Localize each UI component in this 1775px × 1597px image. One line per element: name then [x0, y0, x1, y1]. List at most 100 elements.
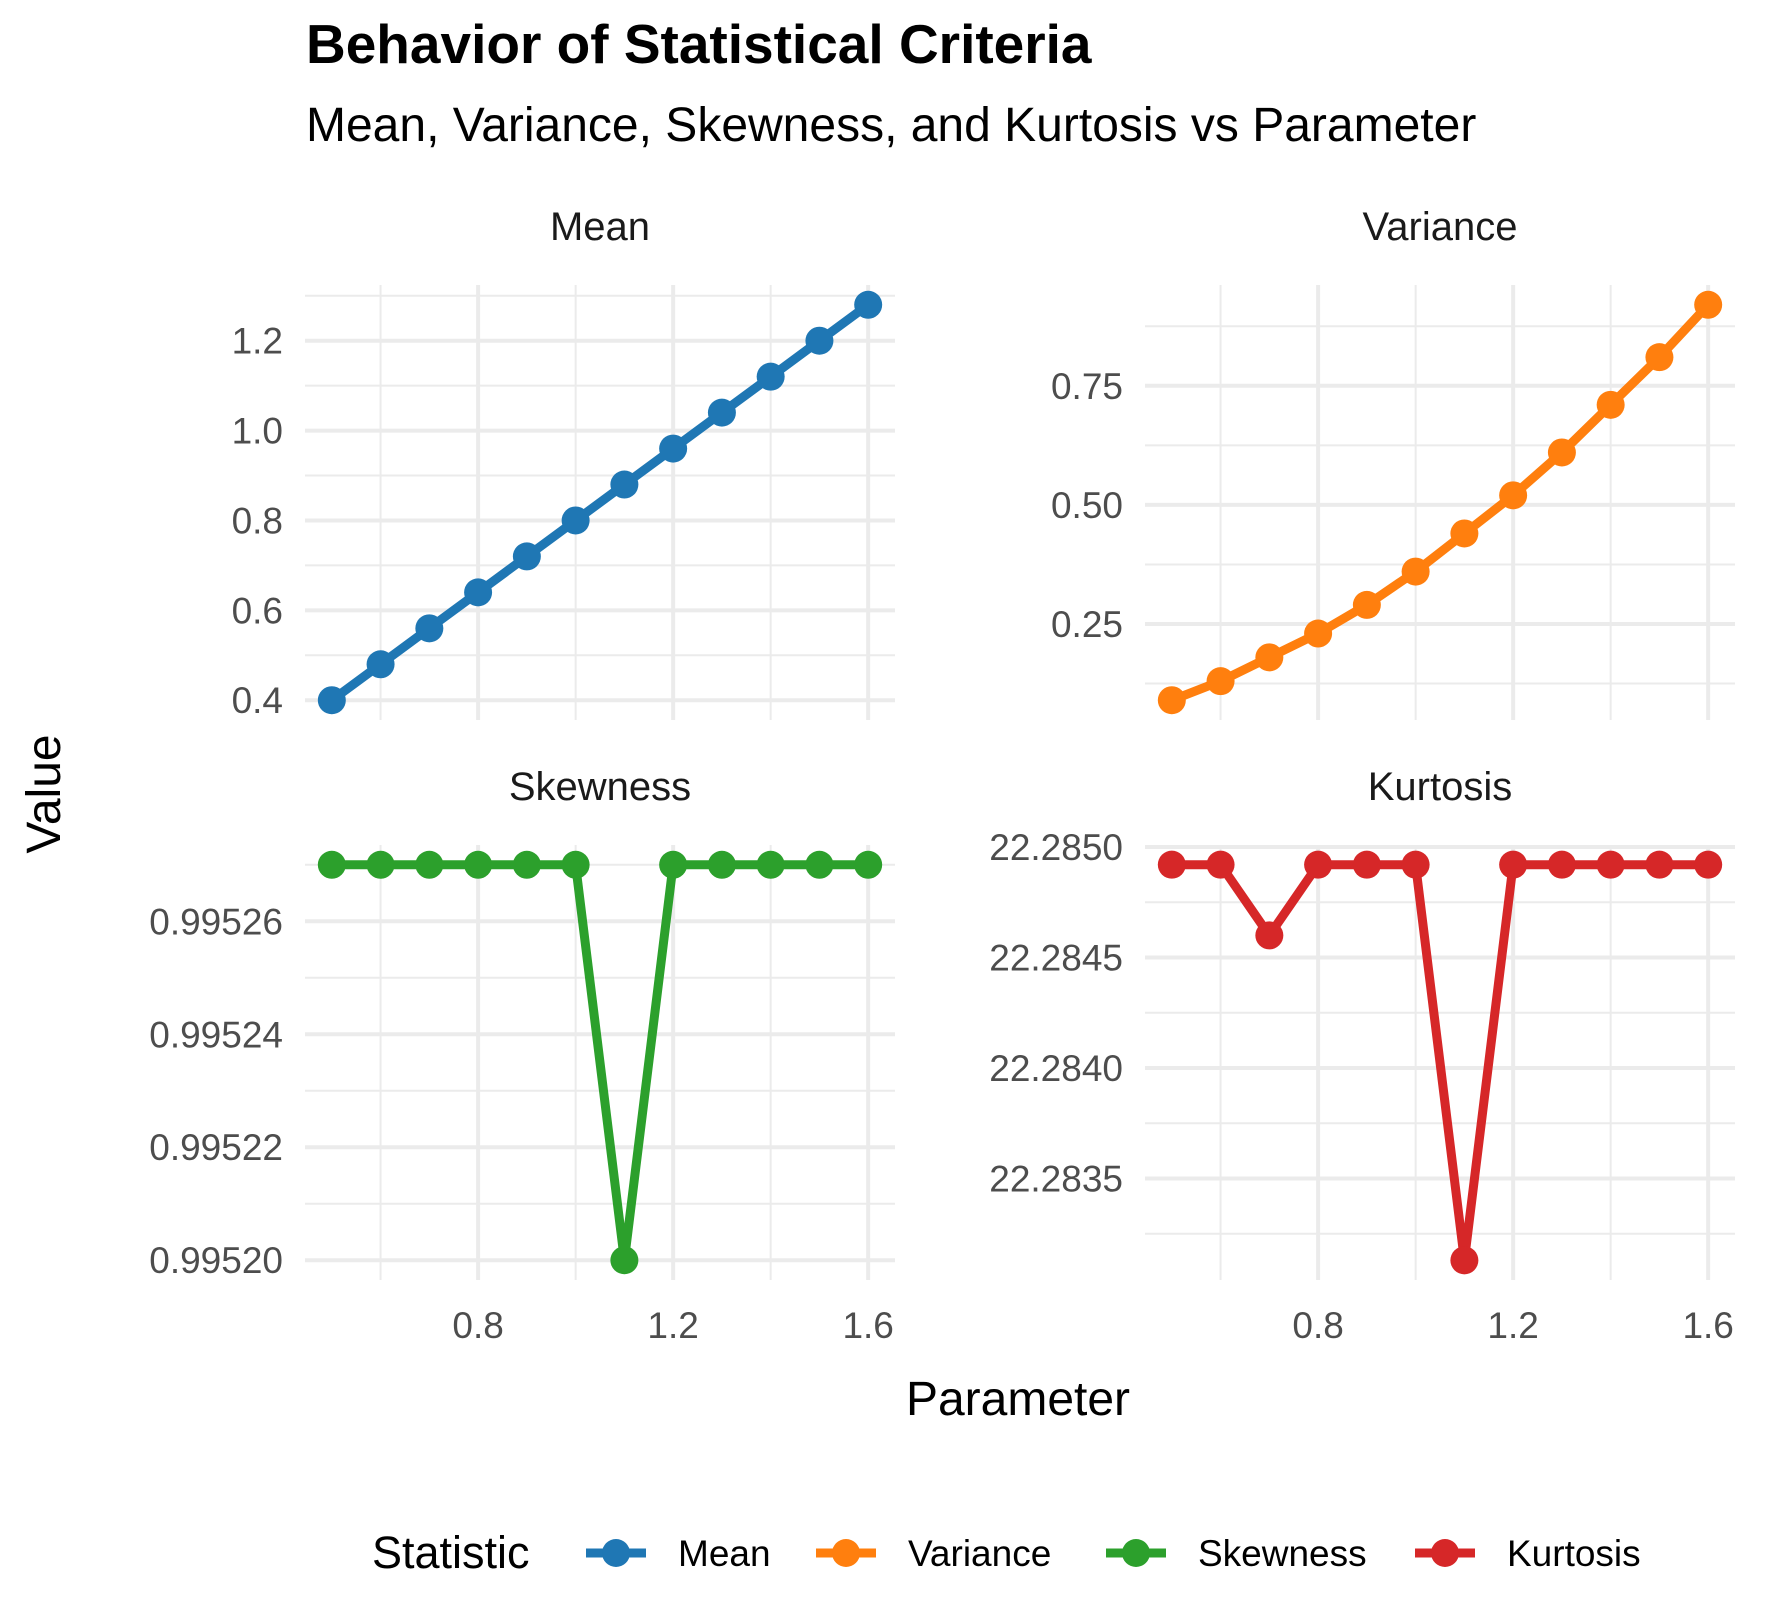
- series-line-kurtosis: [1171, 860, 1709, 1265]
- panel-title-skewness: Skewness: [509, 765, 691, 809]
- y-tick-label: 22.2840: [989, 1048, 1123, 1089]
- x-tick-label: 1.6: [1682, 1305, 1733, 1346]
- y-tick-label: 0.99520: [149, 1240, 283, 1281]
- x-tick-label: 0.8: [452, 1305, 503, 1346]
- data-point-variance: [1157, 686, 1186, 715]
- y-axis-title: Value: [18, 734, 71, 853]
- data-point-kurtosis: [1401, 850, 1430, 879]
- y-tick-label: 0.99522: [149, 1127, 283, 1168]
- data-point-kurtosis: [1206, 850, 1235, 879]
- data-point-mean: [512, 542, 541, 571]
- data-point-variance: [1352, 590, 1381, 619]
- series-line-mean: [329, 301, 871, 704]
- panel-title-kurtosis: Kurtosis: [1368, 765, 1513, 809]
- data-point-variance: [1645, 343, 1674, 372]
- x-tick-label: 1.6: [842, 1305, 893, 1346]
- data-point-kurtosis: [1304, 850, 1333, 879]
- series-line-variance: [1170, 301, 1712, 705]
- data-point-kurtosis: [1547, 850, 1576, 879]
- panel-skewness: Skewness 0.99520 0.99522 0.99524 0.99526 0.8 1…: [149, 765, 895, 1346]
- x-axis-title: Parameter: [906, 1373, 1130, 1426]
- data-point-variance: [1255, 643, 1284, 672]
- data-point-variance: [1499, 481, 1528, 510]
- panel-mean: Mean 0.4 0.6 0.8 1.0 1.2: [232, 205, 895, 721]
- legend-key-point: [602, 1539, 630, 1567]
- data-point-kurtosis: [1352, 850, 1381, 879]
- data-point-kurtosis: [1645, 850, 1674, 879]
- legend-label: Skewness: [1198, 1533, 1367, 1574]
- data-point-skewness: [366, 850, 395, 879]
- x-tick-label: 1.2: [1487, 1305, 1538, 1346]
- data-point-skewness: [805, 850, 834, 879]
- chart-subtitle: Mean, Variance, Skewness, and Kurtosis v…: [306, 99, 1477, 152]
- data-point-kurtosis: [1499, 850, 1528, 879]
- data-point-mean: [756, 362, 785, 391]
- chart-title: Behavior of Statistical Criteria: [306, 13, 1092, 75]
- data-point-mean: [317, 686, 346, 715]
- y-tick-label: 0.75: [1051, 366, 1123, 407]
- x-tick-label: 0.8: [1292, 1305, 1343, 1346]
- legend-item-kurtosis: Kurtosis: [1415, 1533, 1641, 1574]
- data-point-skewness: [756, 850, 785, 879]
- legend: Statistic Mean Variance Skewness Kurtosis: [372, 1527, 1641, 1578]
- data-point-variance: [1694, 290, 1723, 319]
- data-point-mean: [366, 650, 395, 679]
- legend-label: Mean: [678, 1533, 771, 1574]
- data-point-variance: [1596, 390, 1625, 419]
- legend-item-variance: Variance: [816, 1533, 1051, 1574]
- y-tick-label: 0.99524: [149, 1014, 283, 1055]
- data-point-mean: [464, 578, 493, 607]
- series-line-skewness: [331, 860, 869, 1265]
- data-point-skewness: [610, 1246, 639, 1275]
- data-point-skewness: [512, 850, 541, 879]
- data-point-mean: [707, 398, 736, 427]
- y-tick-label: 22.2835: [989, 1159, 1123, 1200]
- panel-title-variance: Variance: [1363, 205, 1518, 249]
- data-point-variance: [1547, 438, 1576, 467]
- y-tick-label: 0.4: [232, 680, 283, 721]
- x-tick-label: 1.2: [647, 1305, 698, 1346]
- y-tick-label: 0.99526: [149, 901, 283, 942]
- y-tick-label: 1.2: [232, 321, 283, 362]
- data-point-kurtosis: [1596, 850, 1625, 879]
- data-point-skewness: [415, 850, 444, 879]
- data-point-mean: [805, 326, 834, 355]
- data-point-mean: [610, 470, 639, 499]
- panel-title-mean: Mean: [550, 205, 650, 249]
- y-tick-label: 1.0: [232, 411, 283, 452]
- y-tick-label: 0.8: [232, 500, 283, 541]
- data-point-skewness: [659, 850, 688, 879]
- data-point-mean: [659, 434, 688, 463]
- data-point-mean: [561, 506, 590, 535]
- legend-label: Kurtosis: [1507, 1533, 1641, 1574]
- panel-variance: Variance 0.25 0.50 0.75: [1051, 205, 1735, 720]
- legend-label: Variance: [908, 1533, 1051, 1574]
- y-tick-label: 22.2850: [989, 827, 1123, 868]
- data-point-kurtosis: [1450, 1246, 1479, 1275]
- data-point-skewness: [561, 850, 590, 879]
- data-point-skewness: [707, 850, 736, 879]
- y-tick-label: 0.6: [232, 590, 283, 631]
- panel-kurtosis: Kurtosis 22.2835 22.2840 22.2845 22.2850 0.8 1…: [989, 765, 1735, 1346]
- legend-key-point: [1122, 1539, 1150, 1567]
- data-point-mean: [854, 290, 883, 319]
- legend-key-point: [1431, 1539, 1459, 1567]
- data-point-variance: [1450, 519, 1479, 548]
- data-point-kurtosis: [1157, 850, 1186, 879]
- y-tick-label: 0.25: [1051, 604, 1123, 645]
- data-point-skewness: [854, 850, 883, 879]
- legend-item-skewness: Skewness: [1106, 1533, 1367, 1574]
- data-point-kurtosis: [1694, 850, 1723, 879]
- data-point-variance: [1401, 557, 1430, 586]
- data-point-variance: [1206, 667, 1235, 696]
- data-point-skewness: [317, 850, 346, 879]
- legend-key-point: [832, 1539, 860, 1567]
- data-point-variance: [1304, 619, 1333, 648]
- legend-item-mean: Mean: [586, 1533, 771, 1574]
- data-point-skewness: [464, 850, 493, 879]
- legend-title: Statistic: [372, 1527, 530, 1578]
- y-tick-label: 0.50: [1051, 485, 1123, 526]
- data-point-mean: [415, 614, 444, 643]
- y-tick-label: 22.2845: [989, 938, 1123, 979]
